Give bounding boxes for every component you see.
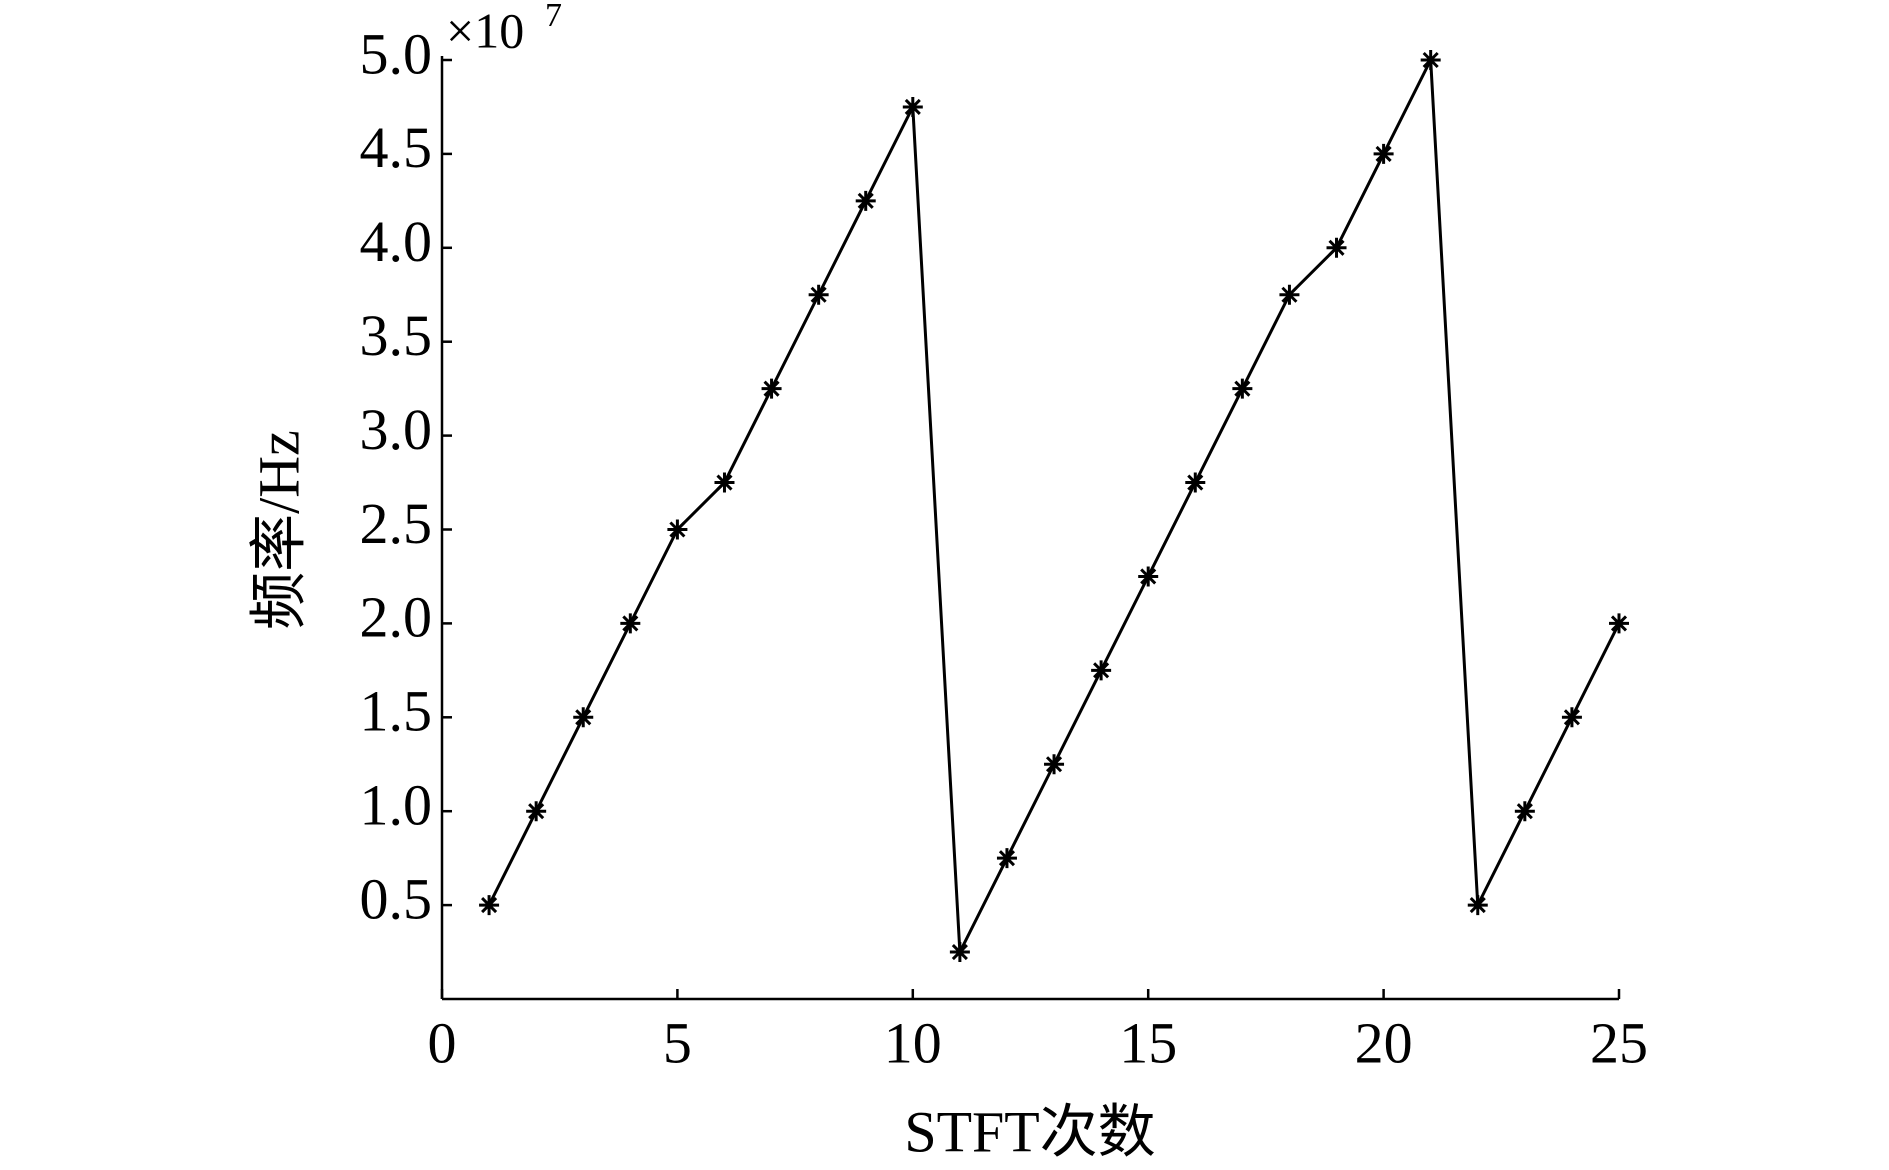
- y-tick-label: 3.0: [360, 397, 433, 462]
- data-line: [487, 54, 1621, 958]
- marker: [1326, 237, 1347, 258]
- y-tick-label: 3.5: [360, 303, 433, 368]
- marker: [1279, 284, 1300, 305]
- marker: [1420, 50, 1441, 70]
- marker: [1467, 895, 1488, 916]
- marker: [620, 613, 641, 634]
- y-tick-label: 4.5: [360, 115, 433, 180]
- x-tick-label: 25: [1590, 1010, 1648, 1075]
- y-tick-label: 2.0: [360, 585, 433, 650]
- marker: [1514, 801, 1535, 822]
- x-tick-label: 15: [1119, 1010, 1177, 1075]
- marker: [1185, 472, 1206, 493]
- x-tick-label: 0: [428, 1010, 457, 1075]
- y-tick-label: 5.0: [360, 21, 433, 86]
- marker: [855, 190, 876, 211]
- marker: [949, 942, 970, 963]
- marker: [1044, 754, 1065, 775]
- marker: [808, 284, 829, 305]
- y-tick-label: 4.0: [360, 209, 433, 274]
- marker: [902, 96, 923, 117]
- y-tick-label: 1.0: [360, 773, 433, 838]
- marker: [1373, 143, 1394, 164]
- marker: [1091, 660, 1112, 681]
- marker: [761, 378, 782, 399]
- marker: [573, 707, 594, 728]
- y-scale-exponent: 7: [545, 0, 562, 34]
- marker: [667, 519, 688, 540]
- x-tick-label: 5: [663, 1010, 692, 1075]
- y-axis-label: 频率/Hz: [246, 430, 311, 630]
- marker: [1138, 566, 1159, 587]
- y-tick-label: 1.5: [360, 679, 433, 744]
- y-tick-label: 0.5: [360, 866, 433, 931]
- x-axis-label: STFT次数: [904, 1099, 1155, 1164]
- x-tick-label: 10: [884, 1010, 942, 1075]
- marker: [1609, 613, 1629, 634]
- y-scale-label: ×10: [446, 2, 524, 58]
- marker: [996, 848, 1017, 869]
- marker: [479, 895, 500, 916]
- marker: [526, 801, 547, 822]
- marker: [1232, 378, 1253, 399]
- marker: [1561, 707, 1582, 728]
- y-tick-label: 2.5: [360, 491, 433, 556]
- marker: [714, 472, 735, 493]
- x-tick-label: 20: [1355, 1010, 1413, 1075]
